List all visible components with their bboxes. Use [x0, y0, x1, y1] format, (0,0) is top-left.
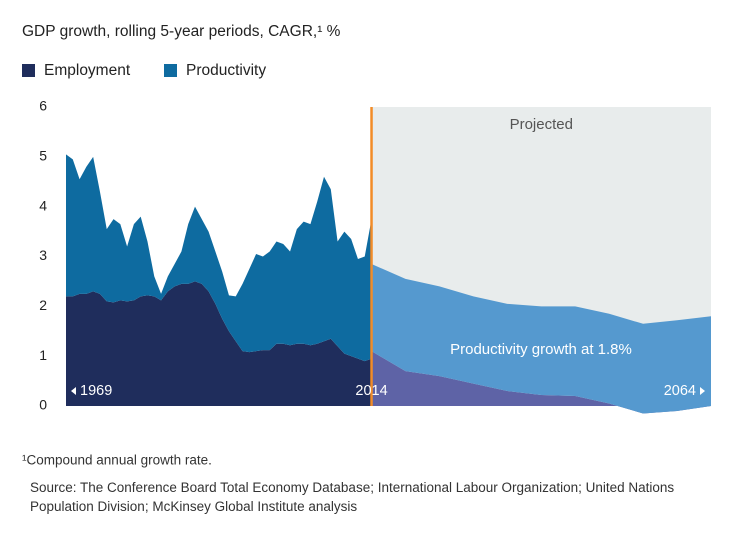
area — [66, 281, 372, 406]
legend-swatch — [164, 64, 177, 77]
y-tick-label: 6 — [39, 98, 47, 114]
x-tick-label: 1969 — [80, 383, 112, 399]
x-tick-label: 2014 — [355, 383, 387, 399]
chart: GDP growth, rolling 5-year periods, CAGR… — [22, 23, 711, 468]
source: Source: The Conference Board Total Econo… — [30, 480, 675, 514]
legend-label: Employment — [44, 62, 131, 79]
legend-swatch — [22, 64, 35, 77]
chart-title: GDP growth, rolling 5-year periods, CAGR… — [22, 23, 341, 40]
annotation: Productivity growth at 1.8% — [450, 341, 632, 358]
y-tick-label: 0 — [39, 397, 47, 413]
arrow — [71, 387, 76, 395]
area — [371, 351, 711, 414]
x-tick-label: 2064 — [664, 383, 696, 399]
area — [66, 154, 372, 362]
projection-label: Projected — [510, 116, 573, 133]
y-tick-label: 2 — [39, 297, 47, 313]
y-tick-label: 3 — [39, 247, 47, 263]
y-tick-label: 5 — [39, 148, 47, 164]
y-tick-label: 4 — [39, 197, 47, 213]
arrow — [700, 387, 705, 395]
area — [371, 263, 711, 414]
legend-label: Productivity — [186, 62, 266, 79]
y-tick-label: 1 — [39, 347, 47, 363]
footnote: ¹Compound annual growth rate. — [22, 453, 212, 468]
